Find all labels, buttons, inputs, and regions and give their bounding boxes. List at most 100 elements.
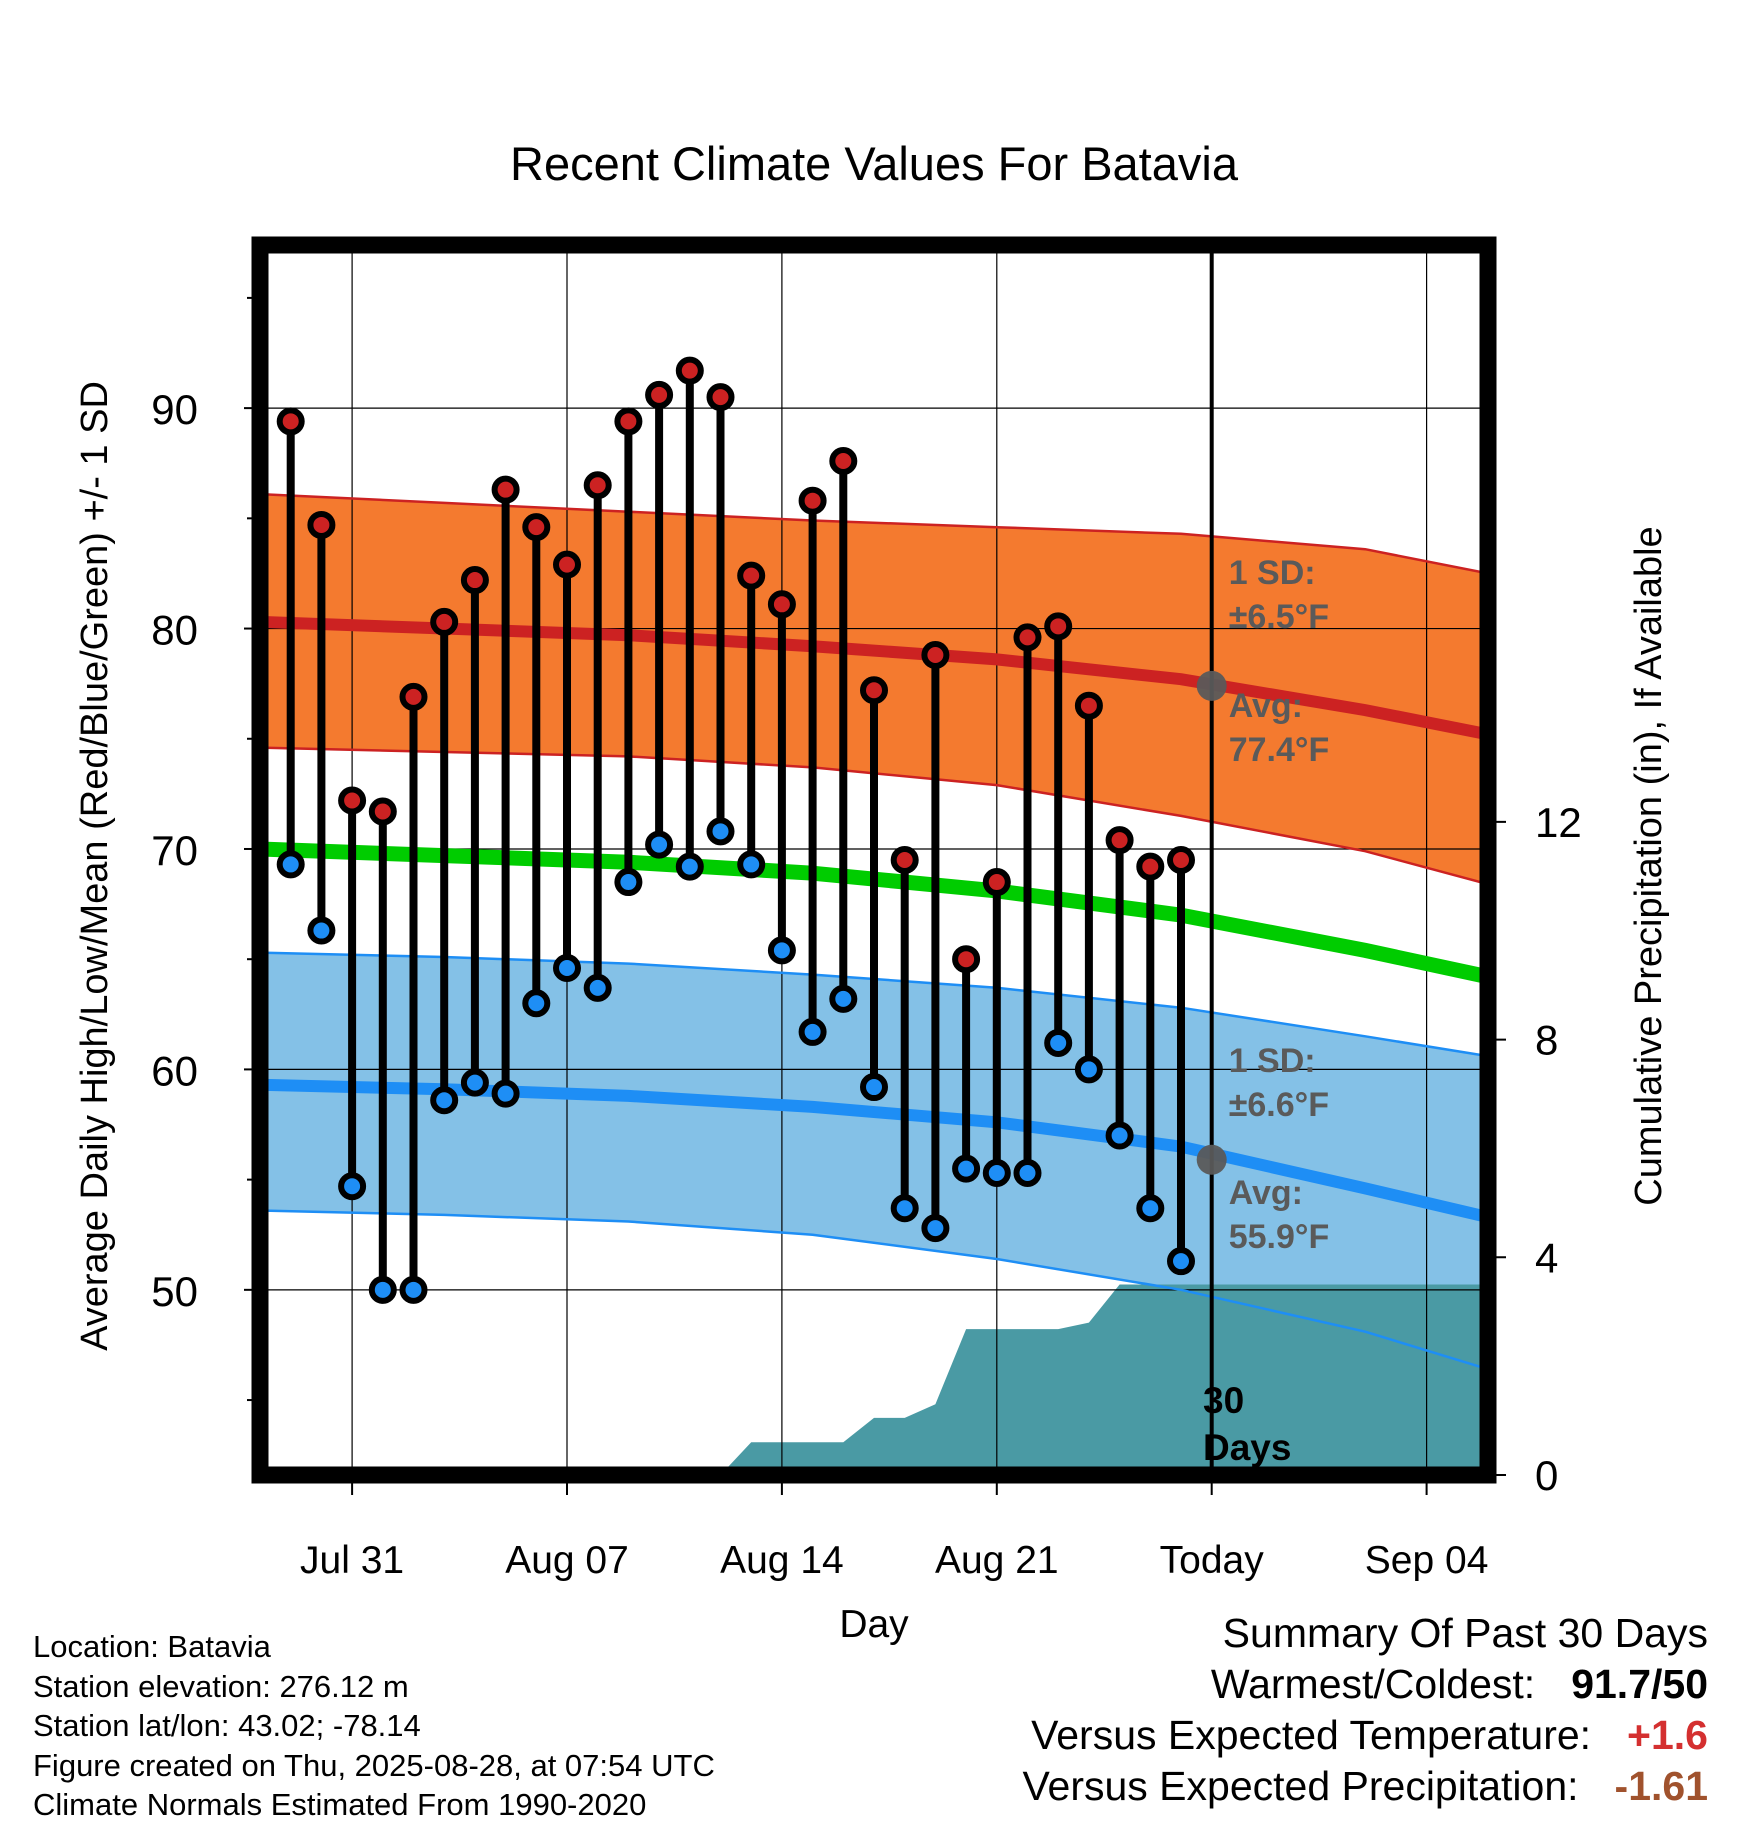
y-axis-label: Average Daily High/Low/Mean (Red/Blue/Gr… bbox=[74, 381, 116, 1351]
today-high-avg-marker bbox=[1196, 670, 1227, 701]
low-point bbox=[1074, 1055, 1103, 1084]
y-tick-label: 80 bbox=[151, 607, 198, 654]
normals-text: Climate Normals Estimated From 1990-2020 bbox=[33, 1787, 647, 1822]
high-point bbox=[338, 786, 367, 815]
low-point bbox=[952, 1154, 981, 1183]
high-point bbox=[1074, 691, 1103, 720]
high-point bbox=[1167, 846, 1195, 874]
latlon-text: Station lat/lon: 43.02; -78.14 bbox=[33, 1708, 421, 1743]
warmest-coldest-value: 91.7/50 bbox=[1571, 1661, 1708, 1707]
x-tick-label: Aug 07 bbox=[505, 1539, 629, 1582]
high-point bbox=[522, 513, 551, 542]
x-tick-label: Jul 31 bbox=[300, 1539, 404, 1582]
high-point bbox=[614, 407, 643, 436]
y2-tick-label: 8 bbox=[1535, 1017, 1558, 1064]
low-point bbox=[1167, 1247, 1195, 1276]
low-point bbox=[368, 1275, 397, 1304]
chart-title: Recent Climate Values For Batavia bbox=[510, 137, 1239, 190]
x-tick-label: Aug 14 bbox=[720, 1539, 844, 1582]
created-text: Figure created on Thu, 2025-08-28, at 07… bbox=[33, 1747, 715, 1783]
low-point bbox=[491, 1079, 520, 1108]
high-point bbox=[1044, 612, 1073, 641]
high-sd-label: 1 SD: bbox=[1229, 554, 1316, 592]
high-point bbox=[460, 566, 489, 595]
high-point bbox=[491, 475, 520, 504]
low-point bbox=[307, 916, 336, 945]
low-avg-value: 55.9°F bbox=[1229, 1218, 1330, 1256]
low-point bbox=[430, 1086, 459, 1115]
high-point bbox=[737, 561, 766, 590]
low-point bbox=[737, 850, 766, 879]
low-point bbox=[460, 1068, 489, 1097]
summary-title: Summary Of Past 30 Days bbox=[1222, 1610, 1708, 1656]
high-point bbox=[890, 846, 919, 874]
temp-vs-expected-label: Versus Expected Temperature: bbox=[1031, 1712, 1592, 1758]
high-point bbox=[798, 486, 827, 515]
station-info: Location: Batavia Station elevation: 276… bbox=[33, 1627, 715, 1825]
low-point bbox=[1105, 1121, 1134, 1150]
today-low-avg-marker bbox=[1196, 1144, 1227, 1175]
y2-tick-label: 4 bbox=[1535, 1234, 1558, 1281]
high-point bbox=[1013, 623, 1042, 652]
high-point bbox=[368, 797, 397, 826]
low-point bbox=[522, 989, 551, 1018]
x-tick-label: Aug 21 bbox=[935, 1539, 1059, 1582]
y-tick-label: 60 bbox=[151, 1047, 198, 1094]
y2-tick-label: 12 bbox=[1535, 799, 1582, 846]
high-point bbox=[1136, 852, 1165, 881]
high-point bbox=[921, 641, 950, 669]
plot-area bbox=[260, 245, 1488, 1475]
high-point bbox=[829, 447, 858, 476]
low-sd-label: 1 SD: bbox=[1229, 1042, 1316, 1080]
low-point bbox=[921, 1214, 950, 1243]
high-point bbox=[645, 380, 674, 409]
y-tick-label: 70 bbox=[151, 827, 198, 874]
low-point bbox=[276, 850, 305, 879]
low-point bbox=[614, 868, 643, 897]
low-point bbox=[798, 1017, 827, 1046]
low-point bbox=[583, 973, 612, 1002]
low-point bbox=[338, 1172, 367, 1201]
high-point bbox=[430, 607, 459, 636]
precip-vs-expected-label: Versus Expected Precipitation: bbox=[1022, 1763, 1579, 1809]
warmest-coldest-label: Warmest/Coldest: bbox=[1210, 1661, 1536, 1707]
high-point bbox=[860, 676, 888, 705]
precip-vs-expected-value: -1.61 bbox=[1614, 1763, 1708, 1809]
high-point bbox=[553, 550, 581, 579]
x-tick-label: Sep 04 bbox=[1365, 1539, 1489, 1582]
y2-axis-label: Cumulative Precipitation (in), If Availa… bbox=[1628, 526, 1670, 1205]
low-avg-label: Avg: bbox=[1229, 1174, 1303, 1212]
low-point bbox=[553, 954, 581, 983]
high-point bbox=[982, 868, 1011, 897]
high-avg-value: 77.4°F bbox=[1229, 731, 1330, 769]
low-point bbox=[829, 984, 858, 1013]
high-point bbox=[276, 407, 305, 436]
high-upper-line bbox=[260, 492, 1488, 575]
low-point bbox=[860, 1073, 888, 1102]
elevation-text: Station elevation: 276.12 m bbox=[33, 1668, 409, 1704]
x-tick-label: Today bbox=[1160, 1539, 1265, 1582]
low-point bbox=[675, 852, 704, 881]
temp-vs-expected-value: +1.6 bbox=[1627, 1712, 1708, 1758]
low-point bbox=[1136, 1194, 1165, 1223]
y-tick-label: 50 bbox=[151, 1268, 198, 1315]
low-point bbox=[982, 1159, 1011, 1188]
y2-tick-label: 0 bbox=[1535, 1452, 1558, 1499]
high-point bbox=[706, 383, 735, 412]
high-point bbox=[399, 682, 428, 711]
high-avg-label: Avg: bbox=[1229, 687, 1303, 725]
high-sd-value: ±6.5°F bbox=[1229, 598, 1329, 636]
low-point bbox=[645, 830, 674, 859]
low-point bbox=[767, 936, 796, 965]
x-axis-label: Day bbox=[839, 1603, 909, 1646]
plot-frame bbox=[251, 236, 1497, 1484]
low-sd-value: ±6.6°F bbox=[1229, 1086, 1329, 1124]
summary-panel: Summary Of Past 30 Days Warmest/Coldest:… bbox=[1022, 1610, 1708, 1814]
days-label-text: Days bbox=[1203, 1427, 1291, 1468]
low-lower-line bbox=[260, 1209, 1488, 1371]
precipitation-area bbox=[720, 1284, 1488, 1475]
high-point bbox=[307, 510, 336, 539]
low-point bbox=[1013, 1159, 1042, 1188]
high-point bbox=[583, 471, 612, 500]
